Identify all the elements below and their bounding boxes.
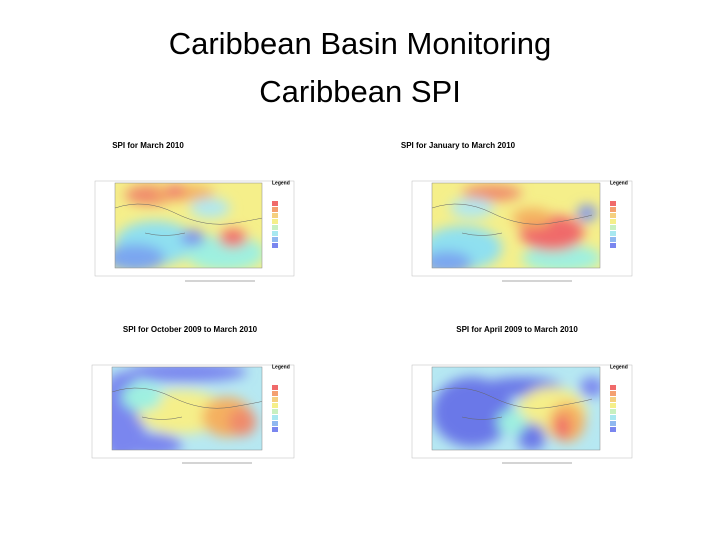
legend-swatch xyxy=(610,213,616,218)
coastline xyxy=(432,203,593,236)
map-image xyxy=(112,367,262,450)
legend-title: Legend xyxy=(610,180,628,186)
legend-swatch xyxy=(272,237,278,242)
coastline xyxy=(432,387,593,420)
blob xyxy=(518,423,546,450)
legend-swatch xyxy=(272,219,278,224)
title-line: Caribbean SPI xyxy=(259,74,461,109)
legend-swatch xyxy=(610,201,616,206)
blob xyxy=(462,185,522,201)
map-image xyxy=(432,183,600,268)
legend-title: Legend xyxy=(272,180,290,186)
legend-swatch xyxy=(610,403,616,408)
blob xyxy=(577,205,597,221)
legend-swatch xyxy=(610,207,616,212)
legend-swatch xyxy=(272,385,278,390)
legend-swatch xyxy=(272,391,278,396)
blob xyxy=(497,410,527,434)
legend-swatch xyxy=(610,219,616,224)
map-panel: SPI for March 2010 Legend xyxy=(94,141,295,282)
legend-swatch xyxy=(272,243,278,248)
blob xyxy=(554,415,570,439)
blob xyxy=(219,229,247,247)
map-blobs xyxy=(115,185,262,268)
blob xyxy=(181,230,205,246)
coastline xyxy=(115,203,262,236)
legend-swatch xyxy=(272,201,278,206)
legend-swatch xyxy=(272,415,278,420)
legend-swatch xyxy=(272,421,278,426)
legend-swatch xyxy=(610,415,616,420)
blob xyxy=(190,198,230,218)
map-border xyxy=(111,366,263,451)
legend-swatch xyxy=(272,403,278,408)
legend-swatch xyxy=(610,391,616,396)
panel-title: SPI for January to March 2010 xyxy=(401,141,516,150)
map-border xyxy=(431,366,601,451)
legend-swatch xyxy=(272,397,278,402)
blob xyxy=(228,408,256,436)
legend-swatch xyxy=(610,397,616,402)
map-panel: SPI for October 2009 to March 2010 Legend xyxy=(91,325,295,464)
legend-title: Legend xyxy=(272,364,290,370)
blob xyxy=(512,208,552,228)
blob xyxy=(450,198,494,218)
legend-swatch xyxy=(272,207,278,212)
legend-swatch xyxy=(272,213,278,218)
blob xyxy=(122,433,182,450)
blob xyxy=(580,377,600,397)
panel-title: SPI for March 2010 xyxy=(112,141,184,150)
map-panel: SPI for January to March 2010 Legend xyxy=(401,141,633,282)
map-image xyxy=(432,367,600,450)
blob xyxy=(122,383,162,411)
panel-title: SPI for April 2009 to March 2010 xyxy=(456,325,578,334)
map-blobs xyxy=(112,367,256,450)
legend-swatch xyxy=(610,421,616,426)
map-blobs xyxy=(432,377,600,450)
panel-title: SPI for October 2009 to March 2010 xyxy=(123,325,258,334)
blob xyxy=(432,377,512,447)
title-line: Caribbean Basin Monitoring xyxy=(169,26,552,61)
legend-swatch xyxy=(272,225,278,230)
legend-swatch xyxy=(610,243,616,248)
map-border xyxy=(431,182,601,269)
map-panel: SPI for April 2009 to March 2010 Legend xyxy=(411,325,633,464)
legend-swatch xyxy=(610,385,616,390)
legend-swatch xyxy=(610,427,616,432)
legend-title: Legend xyxy=(610,364,628,370)
map-border xyxy=(114,182,263,269)
blob xyxy=(115,244,165,268)
legend-swatch xyxy=(272,231,278,236)
coastline xyxy=(112,387,262,420)
legend-swatch xyxy=(610,237,616,242)
legend-swatch xyxy=(610,231,616,236)
map-image xyxy=(115,183,262,268)
legend-swatch xyxy=(272,427,278,432)
blob xyxy=(432,251,472,268)
legend-swatch xyxy=(610,225,616,230)
legend-swatch xyxy=(272,409,278,414)
blob xyxy=(127,367,247,382)
blob xyxy=(165,185,185,197)
legend-swatch xyxy=(610,409,616,414)
